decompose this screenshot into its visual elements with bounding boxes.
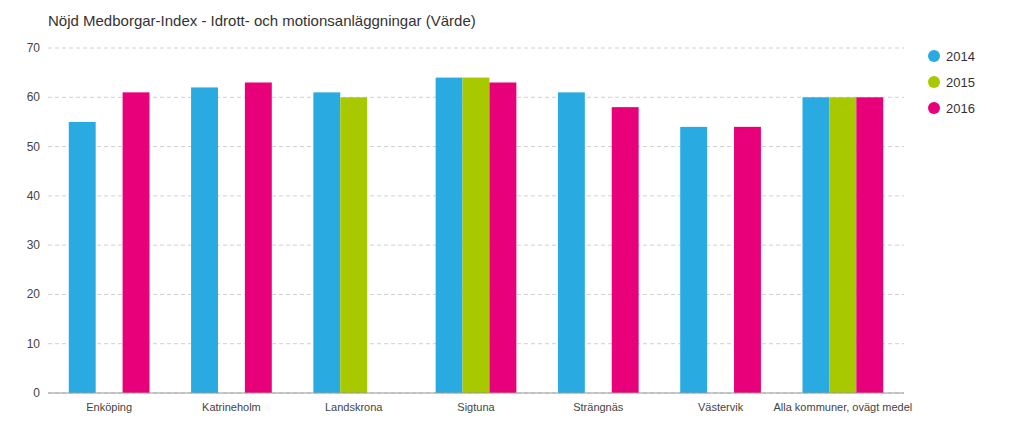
y-tick-label: 50	[27, 140, 41, 154]
legend-label: 2016	[946, 101, 975, 116]
bar	[612, 107, 639, 393]
y-tick-label: 0	[33, 386, 40, 400]
bar	[856, 97, 883, 393]
grid	[48, 48, 904, 393]
chart-container: 0 10 20 30 40 50 60 70 Enköping Katrineholm Landsk…	[0, 0, 1024, 433]
bar	[313, 92, 340, 393]
grid-line	[48, 48, 904, 49]
bar	[829, 97, 856, 393]
x-tick-label: Enköping	[86, 401, 132, 413]
legend-marker	[928, 76, 940, 88]
x-tick-label: Strängnäs	[573, 401, 624, 413]
bar	[245, 83, 272, 394]
bar	[69, 122, 96, 393]
legend-label: 2015	[946, 75, 975, 90]
y-tick-label: 40	[27, 189, 41, 203]
y-tick-label: 10	[27, 337, 41, 351]
x-tick-label: Landskrona	[325, 401, 383, 413]
bar	[340, 97, 367, 393]
bar	[680, 127, 707, 393]
x-tick-label: Sigtuna	[457, 401, 495, 413]
legend-label: 2014	[946, 49, 975, 64]
bars	[69, 78, 883, 393]
bar	[123, 92, 150, 393]
y-tick-label: 20	[27, 287, 41, 301]
y-tick-label: 60	[27, 90, 41, 104]
legend-marker	[928, 50, 940, 62]
y-tick-label: 30	[27, 238, 41, 252]
x-axis-line	[48, 393, 904, 394]
bar	[463, 78, 490, 393]
bar	[489, 83, 516, 394]
bar	[436, 78, 463, 393]
title: Nöjd Medborgar-Index - Idrott- och motio…	[48, 12, 476, 29]
bar	[734, 127, 761, 393]
chart: 0 10 20 30 40 50 60 70 Enköping Katrineholm Landsk…	[0, 0, 1024, 433]
bar	[191, 87, 218, 393]
x-tick-label: Katrineholm	[202, 401, 261, 413]
legend-marker	[928, 102, 940, 114]
bar	[558, 92, 585, 393]
legend: 2014 2015 2016	[928, 49, 975, 116]
x-tick-label: Alla kommuner, ovägt medel	[773, 401, 912, 413]
y-tick-label: 70	[27, 41, 41, 55]
grid-line	[48, 393, 904, 394]
x-tick-label: Västervik	[698, 401, 744, 413]
bar	[803, 97, 830, 393]
